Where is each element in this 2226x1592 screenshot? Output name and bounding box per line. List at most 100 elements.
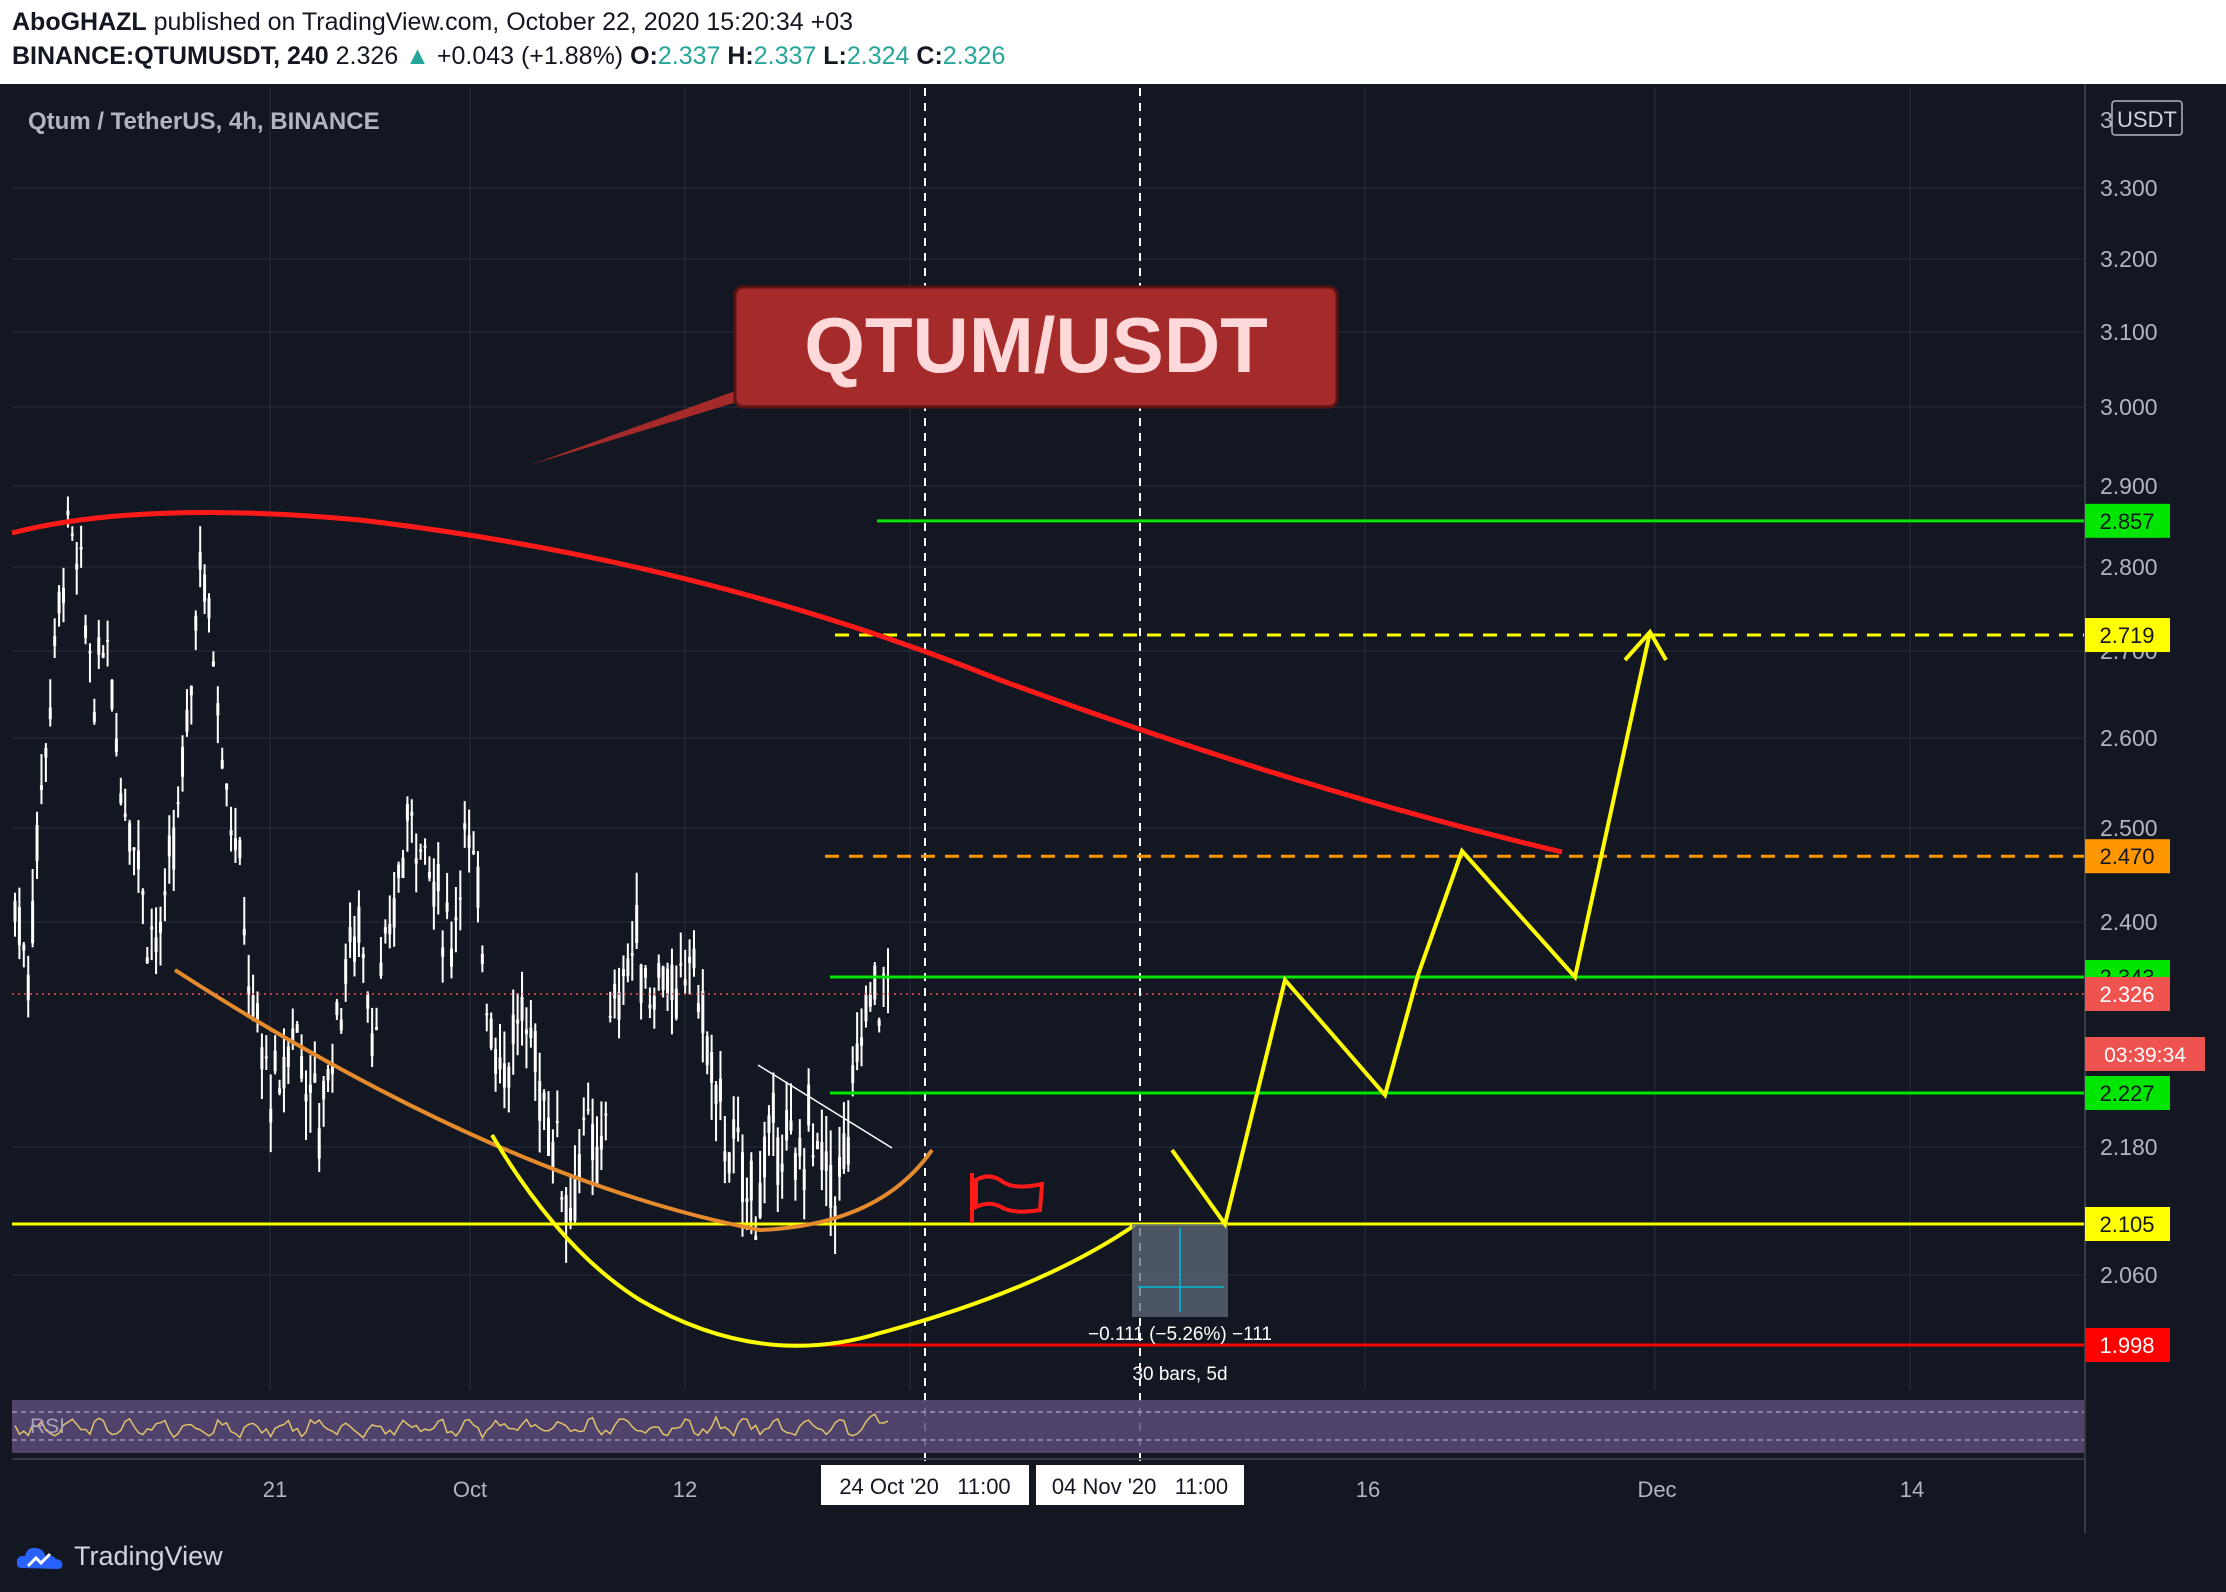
candle-body [785, 1110, 789, 1141]
candle-body [851, 1065, 855, 1084]
candle-body [225, 783, 229, 790]
candle-body [516, 1019, 520, 1024]
red-resistance-curve[interactable] [11, 509, 1563, 855]
candle-body [498, 1057, 502, 1070]
candle-body [472, 850, 476, 854]
candle-body [39, 785, 43, 791]
candle-body [771, 1092, 775, 1123]
banner-box[interactable] [733, 285, 1339, 409]
candle-body [710, 1051, 714, 1083]
projection-path[interactable] [1170, 631, 1652, 1229]
candle-body [776, 1137, 780, 1185]
candle-body [807, 1084, 811, 1126]
candle-body [445, 902, 449, 912]
open-label: O: [630, 42, 658, 70]
candle-body [185, 709, 189, 732]
candle-body [17, 907, 21, 946]
candle-body [833, 1205, 837, 1220]
candle-body [666, 968, 670, 995]
time-tick: 12 [673, 1477, 697, 1502]
open-value: 2.337 [657, 42, 721, 70]
rsi-pane[interactable] [12, 1400, 2085, 1453]
author-name[interactable]: AboGHAZL [12, 8, 147, 36]
candle-body [648, 1004, 652, 1009]
candle-body [154, 937, 158, 952]
cursor-date-box-1 [821, 1465, 1029, 1505]
price-tick: 2.400 [2100, 909, 2158, 935]
candle-body [661, 966, 665, 991]
red-flag-icon [970, 1173, 1045, 1223]
candle-body [282, 1056, 286, 1089]
candle-body [547, 1117, 550, 1156]
candle-body [97, 637, 101, 655]
candle-body [458, 897, 462, 900]
candle-body [542, 1092, 546, 1101]
candle-body [511, 1014, 515, 1045]
candle-body [838, 1156, 841, 1177]
candle-body [868, 993, 872, 1007]
level-value-2.857: 2.857 [2099, 509, 2154, 534]
candle-body [674, 988, 678, 1019]
orange-arc[interactable] [173, 968, 934, 1233]
candle-body [101, 652, 105, 658]
candle-body [348, 927, 352, 943]
measure-label: −0.111 (−5.26%) −111 [1088, 1324, 1272, 1345]
cursor-date-box-2 [1036, 1465, 1244, 1505]
horizontal-levels[interactable] [12, 519, 2085, 1347]
candle-body [560, 1197, 564, 1200]
candle-body [198, 551, 202, 570]
candle-body [551, 1141, 555, 1169]
candle-body [370, 1033, 374, 1056]
symbol-name[interactable]: BINANCE:QTUMUSDT, 240 [12, 42, 329, 70]
candle-body [322, 1080, 326, 1100]
close-label: C: [916, 42, 943, 70]
candle-body [573, 1175, 577, 1221]
candle-body [300, 1056, 304, 1079]
candle-body [233, 838, 237, 851]
candle-body [882, 973, 886, 976]
level-badge-2.857 [2085, 503, 2170, 538]
last-price-value: 2.326 [2099, 982, 2154, 1007]
low-label: L: [823, 42, 847, 70]
candle-body [454, 917, 458, 921]
candle-body [701, 990, 705, 1034]
candle-body [855, 1043, 859, 1062]
currency-badge[interactable] [2111, 100, 2183, 136]
price-axis-ticks: 3.3003.2003.1003.0002.9002.8002.7002.600… [2100, 175, 2158, 1288]
yellow-cup[interactable] [490, 1133, 1137, 1348]
time-tick: 16 [1356, 1477, 1380, 1502]
candle-body [714, 1084, 718, 1105]
tradingview-logo[interactable]: TradingView [14, 1541, 223, 1572]
candle-body [520, 996, 524, 1021]
candle-body [57, 591, 61, 614]
candle-body [397, 864, 401, 879]
candle-body [119, 793, 123, 804]
candle-body [613, 983, 617, 999]
candle-body [53, 636, 57, 646]
candle-body [529, 1027, 533, 1038]
candle-body [313, 1073, 317, 1083]
chart-legend: Qtum / TetherUS, 4h, BINANCE [28, 108, 380, 135]
candle-body [308, 1084, 312, 1093]
candle-body [13, 900, 17, 922]
candle-body [815, 1141, 819, 1150]
candle-body [604, 1113, 608, 1116]
candle-body [304, 1094, 308, 1102]
candle-body [106, 640, 110, 643]
candle-body [652, 995, 656, 1010]
chart-area[interactable]: −0.111 (−5.26%) −111 30 bars, 5d QTUM/US… [0, 84, 2226, 1533]
candle-body [798, 1137, 802, 1157]
thin-trendline[interactable] [757, 1064, 893, 1149]
candle-body [419, 849, 423, 852]
candle-body [269, 1108, 273, 1123]
price-axis-cut-tick: 3 [2100, 107, 2113, 133]
candle-body [745, 1198, 749, 1202]
candle-body [264, 1056, 268, 1059]
level-badge-2.470 [2085, 839, 2170, 874]
candle-body [450, 948, 453, 967]
candle-body [79, 546, 83, 550]
candle-body [388, 923, 392, 935]
price-axis[interactable] [2085, 84, 2226, 1459]
candle-body [401, 857, 405, 878]
candle-body [211, 661, 215, 667]
